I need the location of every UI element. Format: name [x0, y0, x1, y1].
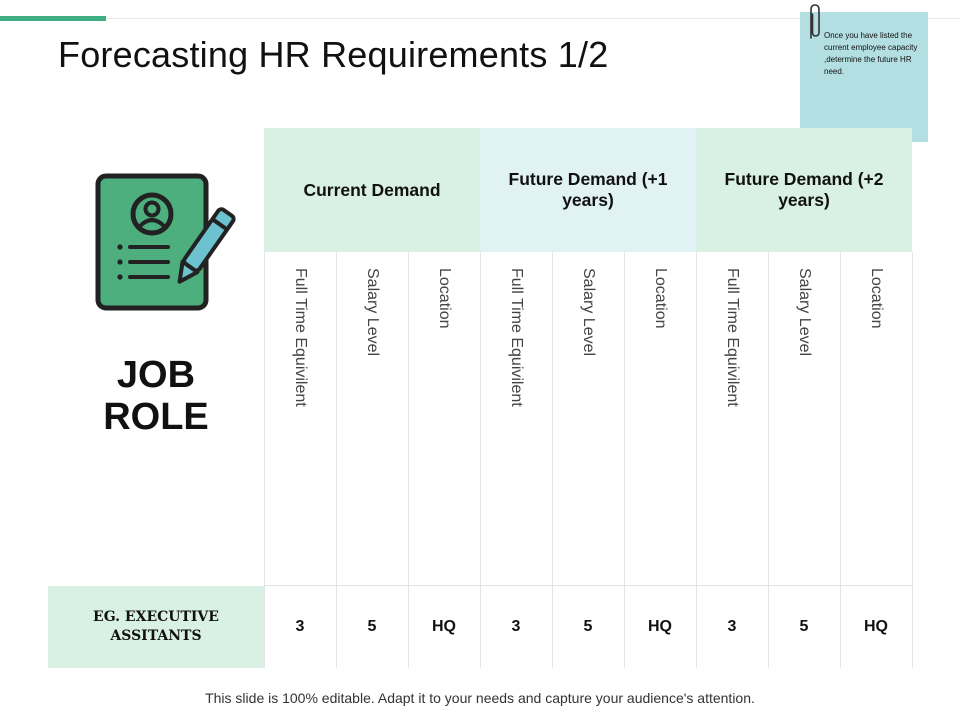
grid-line: [624, 252, 625, 668]
grid-line: [768, 252, 769, 668]
grid-line: [336, 252, 337, 668]
subheader-location: Location: [868, 268, 885, 329]
grid-line: [912, 252, 913, 668]
table-cell: 5: [367, 618, 377, 635]
subheader-fte: Full Time Equivilent: [724, 268, 741, 407]
job-role-label: JOB ROLE: [103, 354, 209, 438]
table-cell: 3: [295, 618, 305, 635]
table-cell: 3: [727, 618, 737, 635]
subheader-salary-level: Salary Level: [364, 268, 381, 357]
header-future-demand-2-years: Future Demand (+2 years): [696, 128, 912, 252]
grid-line: [480, 252, 481, 668]
grid-line: [408, 252, 409, 668]
table-cell: HQ: [648, 618, 672, 635]
table-cell: HQ: [864, 618, 888, 635]
grid-line: [264, 252, 265, 668]
subheader-fte: Full Time Equivilent: [508, 268, 525, 407]
job-document-with-pencil-icon: [95, 173, 236, 311]
header-future-demand-1-year: Future Demand (+1 years): [480, 128, 696, 252]
footer-text: This slide is 100% editable. Adapt it to…: [205, 690, 755, 706]
row-divider: [264, 585, 912, 586]
subheader-location: Location: [436, 268, 453, 329]
paperclip-icon: [810, 4, 820, 39]
subheader-location: Location: [652, 268, 669, 329]
row-label: EG. EXECUTIVE ASSITANTS: [48, 586, 264, 668]
sticky-note: Once you have listed the current employe…: [800, 12, 928, 142]
sticky-note-text: Once you have listed the current employe…: [824, 31, 918, 76]
table-cell: 5: [799, 618, 809, 635]
subheader-salary-level: Salary Level: [796, 268, 813, 357]
table-cell: 5: [583, 618, 593, 635]
grid-line: [840, 252, 841, 668]
subheader-salary-level: Salary Level: [580, 268, 597, 357]
slide-title: Forecasting HR Requirements 1/2: [58, 34, 609, 75]
subheader-fte: Full Time Equivilent: [292, 268, 309, 407]
table-cell: 3: [511, 618, 521, 635]
header-current-demand: Current Demand: [264, 128, 480, 252]
table-cell: HQ: [432, 618, 456, 635]
grid-line: [696, 252, 697, 668]
accent-bar: [0, 16, 106, 21]
grid-line: [552, 252, 553, 668]
top-divider: [106, 18, 960, 19]
